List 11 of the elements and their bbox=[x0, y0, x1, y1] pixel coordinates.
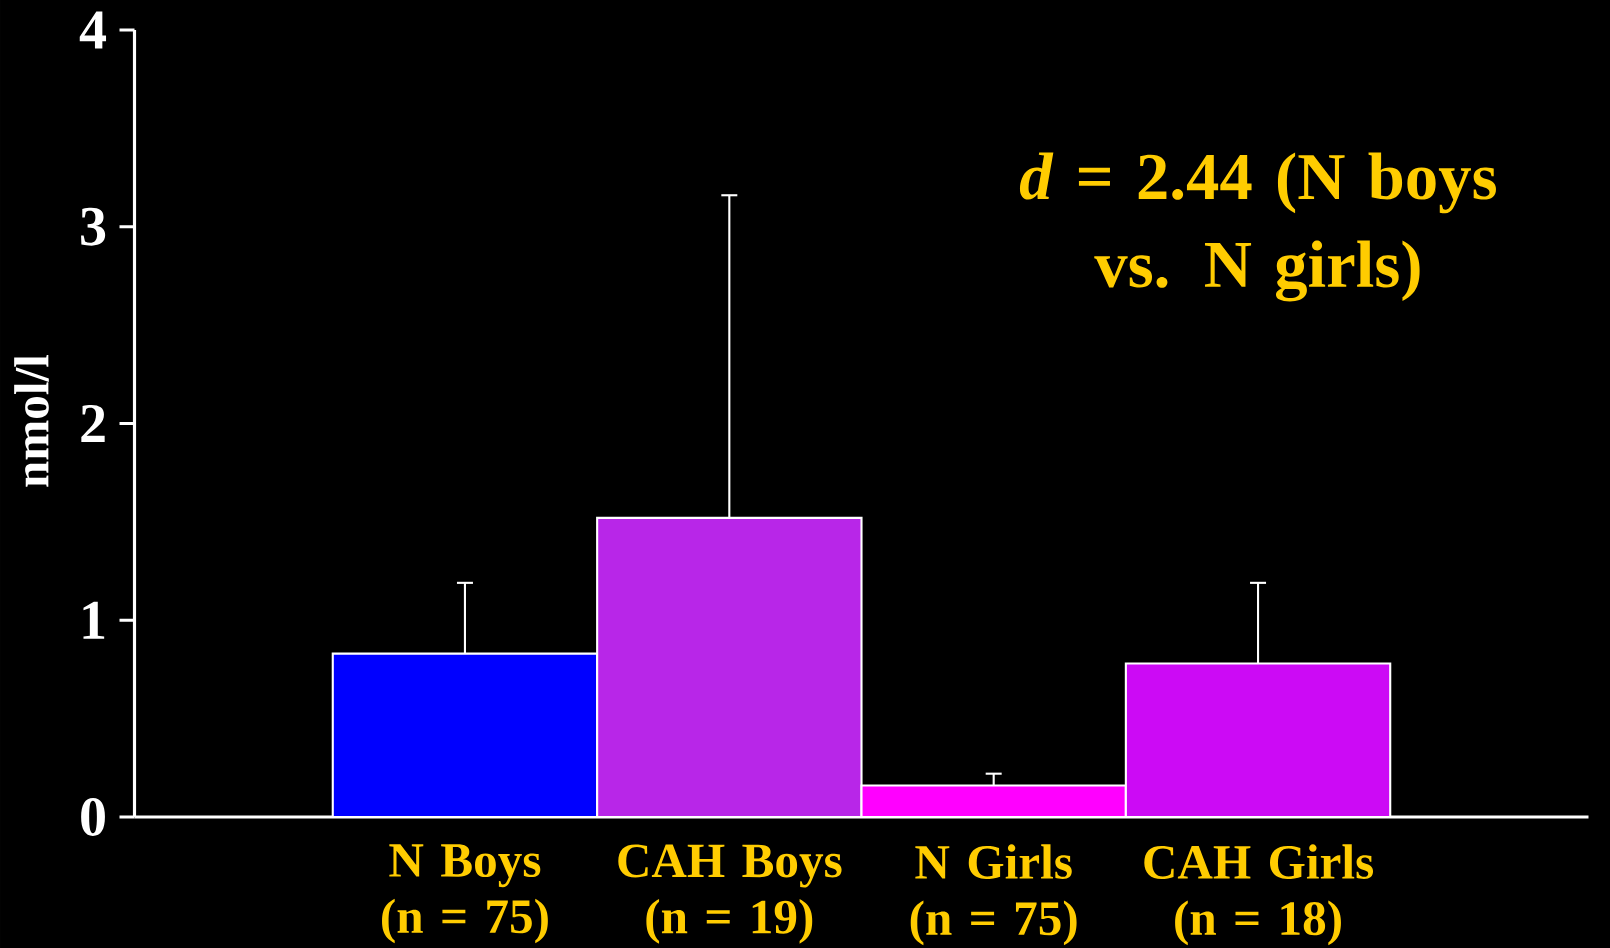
y-tick-label: 4 bbox=[79, 11, 107, 49]
y-tick-label: 3 bbox=[81, 207, 106, 246]
y-tick-label: 0 bbox=[81, 798, 105, 836]
x-tick-label: N Girls (n = 75) bbox=[910, 844, 1077, 946]
y-tick-label: 2 bbox=[81, 404, 105, 443]
x-tick-label: CAH Girls (n = 18) bbox=[1144, 844, 1374, 946]
annotation: d = 2.44 (N boys vs. N girls) bbox=[1019, 152, 1496, 302]
x-tick-label: CAH Boys (n = 19) bbox=[618, 844, 842, 944]
y-axis-title: nmol/l bbox=[14, 354, 49, 487]
y-tick-label: 1 bbox=[83, 601, 105, 639]
x-tick-label: N Boys (n = 75) bbox=[382, 844, 548, 944]
